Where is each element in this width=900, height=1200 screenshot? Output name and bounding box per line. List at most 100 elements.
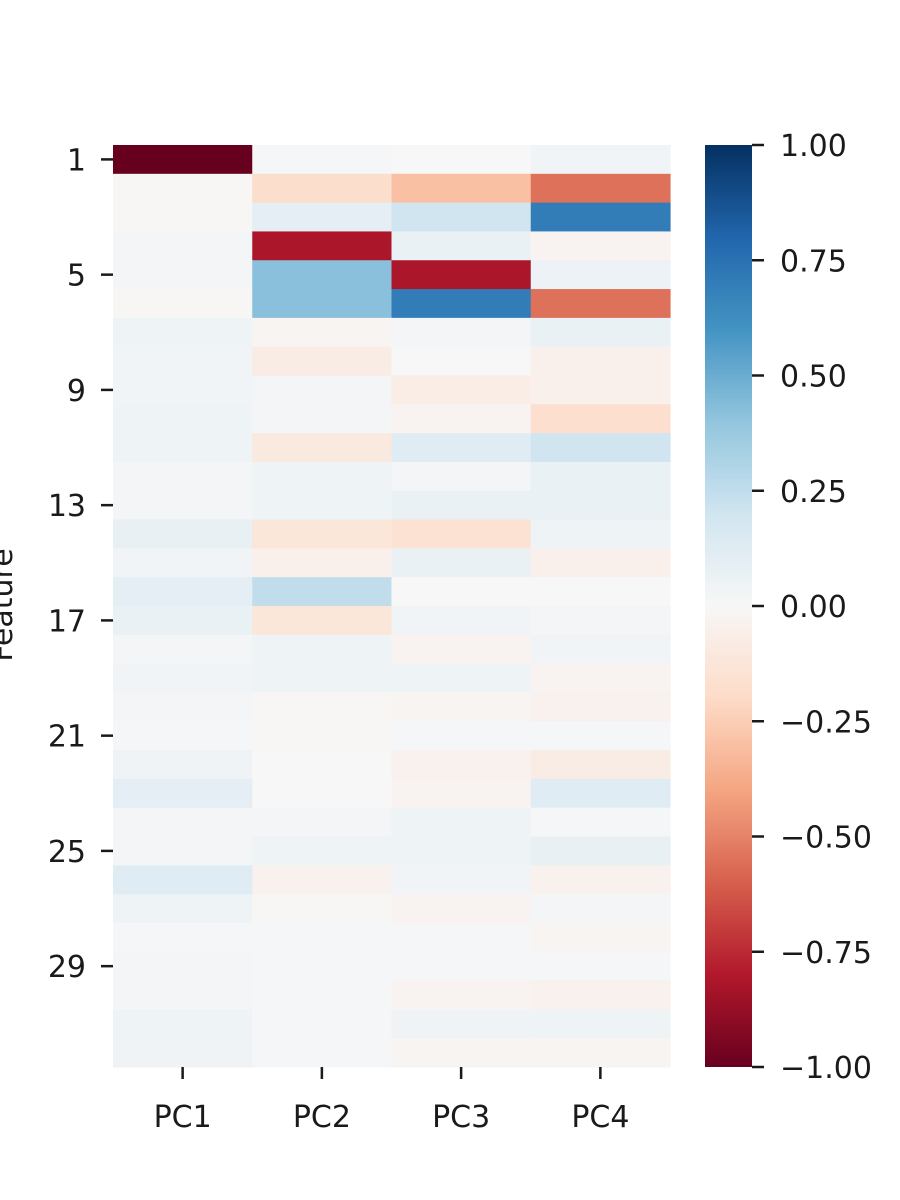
heatmap-cell <box>252 202 393 233</box>
heatmap-cell <box>113 375 253 405</box>
heatmap-cell <box>391 202 532 233</box>
heatmap-cell <box>113 173 253 204</box>
heatmap-cell <box>113 404 253 434</box>
heatmap-cell <box>113 317 253 348</box>
colorbar-ticks: 1.00 0.75 0.50 0.25 0.00 −0.25 −0.50 −0.75 −1.00 <box>752 129 872 1086</box>
heatmap-cell <box>252 346 393 377</box>
heatmap-cell <box>113 289 253 319</box>
heatmap-cell <box>391 922 532 953</box>
heatmap-cell <box>252 894 393 924</box>
heatmap-cell <box>391 951 532 982</box>
heatmap-cell <box>252 692 393 722</box>
heatmap-cell <box>391 778 532 809</box>
heatmap-cell <box>530 519 671 549</box>
heatmap-cell <box>391 807 532 838</box>
heatmap-cell <box>113 461 253 492</box>
heatmap-cell <box>113 346 253 377</box>
heatmap-cell <box>530 1009 671 1039</box>
heatmap-cell <box>252 145 393 175</box>
heatmap-cell <box>391 433 532 463</box>
heatmap-cell <box>391 548 532 578</box>
heatmap-cell <box>113 145 253 175</box>
heatmap-cell <box>252 173 393 204</box>
heatmap-cell <box>391 289 532 319</box>
heatmap-cell <box>530 663 671 694</box>
heatmap-cell <box>113 663 253 694</box>
heatmap-cell <box>113 260 253 290</box>
y-tick-label: 13 <box>48 489 86 524</box>
heatmap-cell <box>113 951 253 982</box>
heatmap-cell <box>113 922 253 953</box>
x-axis: PC1 PC2 PC3 PC4 <box>154 1067 629 1135</box>
heatmap-cell <box>391 404 532 434</box>
y-axis-label: Feature <box>0 548 20 661</box>
heatmap-cell <box>252 404 393 434</box>
heatmap-cell <box>530 490 671 521</box>
heatmap-cell <box>530 951 671 982</box>
heatmap-cell <box>530 231 671 261</box>
heatmap-cell <box>113 750 253 780</box>
x-tick-label: PC3 <box>432 1100 490 1135</box>
heatmap-cell <box>530 375 671 405</box>
heatmap-cell <box>113 231 253 261</box>
heatmap-cell <box>113 634 253 665</box>
heatmap-cell <box>391 577 532 607</box>
heatmap-cell <box>113 548 253 578</box>
heatmap-cell <box>113 807 253 838</box>
heatmap-cell <box>391 634 532 665</box>
heatmap-cell <box>113 894 253 924</box>
colorbar-tick-label: 0.25 <box>780 475 847 510</box>
heatmap-cell <box>530 778 671 809</box>
heatmap-cell <box>252 634 393 665</box>
y-tick-label: 1 <box>67 143 86 178</box>
heatmap-cell <box>391 375 532 405</box>
heatmap-cell <box>252 231 393 261</box>
heatmap-cell <box>252 490 393 521</box>
heatmap-cell <box>530 721 671 751</box>
x-tick-label: PC4 <box>571 1100 629 1135</box>
heatmap-cell <box>530 1038 671 1068</box>
heatmap-cell <box>530 577 671 607</box>
y-tick-label: 21 <box>48 720 86 755</box>
heatmap-cell <box>391 980 532 1010</box>
colorbar <box>705 145 752 1067</box>
heatmap-cell <box>391 1009 532 1039</box>
heatmap-cell <box>391 260 532 290</box>
heatmap-cell <box>252 807 393 838</box>
heatmap-cell <box>530 606 671 636</box>
heatmap-cell <box>391 519 532 549</box>
heatmap-cell <box>113 778 253 809</box>
heatmap-cell <box>530 433 671 463</box>
heatmap-cell <box>252 721 393 751</box>
heatmap-cell <box>530 173 671 204</box>
heatmap-cell <box>391 721 532 751</box>
heatmap-cell <box>252 606 393 636</box>
heatmap-cell <box>530 461 671 492</box>
heatmap-cell <box>252 922 393 953</box>
colorbar-tick-label: 0.50 <box>780 360 847 395</box>
heatmap-cell <box>530 289 671 319</box>
heatmap-cell <box>113 519 253 549</box>
heatmap-cell <box>252 577 393 607</box>
heatmap-cell <box>391 865 532 895</box>
y-tick-label: 25 <box>48 835 86 870</box>
heatmap-cell <box>252 750 393 780</box>
heatmap-cell <box>252 461 393 492</box>
heatmap-cell <box>391 490 532 521</box>
x-tick-label: PC1 <box>154 1100 212 1135</box>
colorbar-tick-label: 0.00 <box>780 590 847 625</box>
heatmap-cell <box>113 865 253 895</box>
heatmap-cell <box>252 375 393 405</box>
heatmap-cell <box>252 1038 393 1068</box>
colorbar-tick-label: −0.50 <box>780 821 872 856</box>
heatmap-cell <box>530 202 671 233</box>
heatmap-cell <box>391 173 532 204</box>
heatmap-cell <box>113 721 253 751</box>
heatmap-cell <box>530 836 671 866</box>
heatmap-cell <box>252 1009 393 1039</box>
heatmap-cell <box>530 692 671 722</box>
heatmap-cell <box>113 577 253 607</box>
heatmap-cell <box>252 289 393 319</box>
heatmap-cell <box>530 807 671 838</box>
